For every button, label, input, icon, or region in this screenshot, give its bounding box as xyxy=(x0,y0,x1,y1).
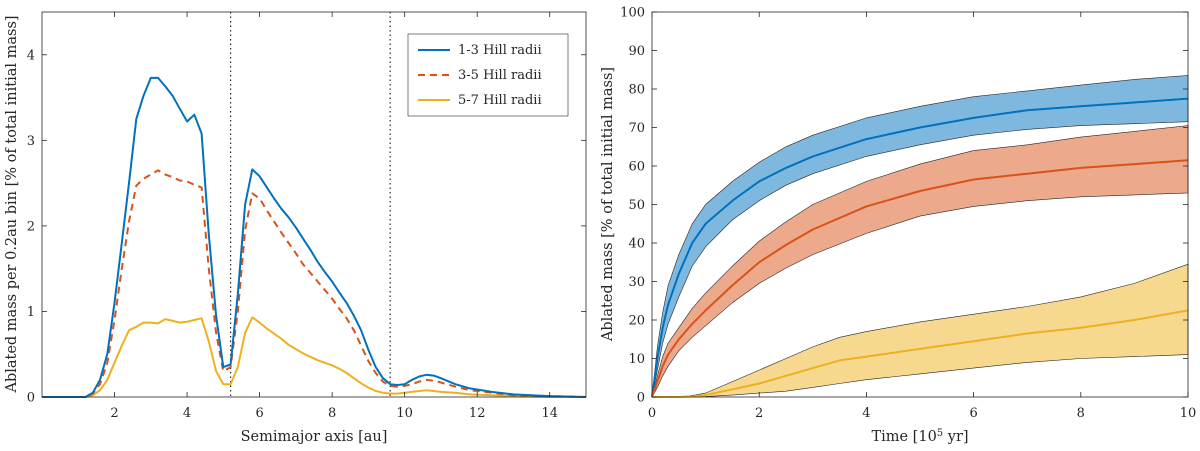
mean-line-1-3-hill-radii xyxy=(651,97,1189,398)
mean-line-5-7-hill-radii xyxy=(652,309,1189,398)
legend-label-3-5: 3-5 Hill radii xyxy=(458,68,542,83)
mean-line-3-5-hill-radii xyxy=(651,159,1189,398)
y-tick-label: 30 xyxy=(628,275,645,290)
y-tick-label: 0 xyxy=(27,391,35,406)
y-tick-label: 2 xyxy=(27,219,35,234)
right-chart: 0 2 4 6 8 10 0 10 20 30 40 50 60 70 80 90 100 Time [105… xyxy=(600,6,1196,446)
y-tick-label: 60 xyxy=(628,160,645,175)
legend-label-5-7: 5-7 Hill radii xyxy=(458,93,542,108)
left-y-axis-label: Ablated mass per 0.2au bin [% of total i… xyxy=(4,15,20,393)
left-x-axis-label: Semimajor axis [au] xyxy=(241,429,388,445)
x-tick-label: 8 xyxy=(1077,406,1085,421)
left-x-ticks: 2 4 6 8 10 12 14 xyxy=(110,12,558,421)
right-x-axis-label: Time [105 yr] xyxy=(871,428,968,446)
legend: 1-3 Hill radii 3-5 Hill radii 5-7 Hill r… xyxy=(407,33,569,117)
left-axes-box xyxy=(41,11,587,398)
right-y-axis-label: Ablated mass [% of total initial mass] xyxy=(600,67,616,342)
y-tick-label: 90 xyxy=(628,44,645,59)
legend-label-1-3: 1-3 Hill radii xyxy=(458,43,542,58)
y-tick-label: 100 xyxy=(620,6,645,21)
x-tick-label: 2 xyxy=(755,406,763,421)
y-tick-label: 40 xyxy=(628,237,645,252)
x-tick-label: 10 xyxy=(1180,406,1197,421)
right-y-ticks: 0 10 20 30 40 50 60 70 80 90 100 xyxy=(620,6,1188,406)
x-tick-label: 14 xyxy=(541,406,558,421)
x-tick-label: 0 xyxy=(648,406,656,421)
x-tick-label: 2 xyxy=(110,406,118,421)
x-tick-label: 6 xyxy=(969,406,977,421)
left-series-group xyxy=(42,76,587,398)
y-tick-label: 80 xyxy=(628,83,645,98)
right-mean-lines-group xyxy=(651,97,1189,398)
y-tick-label: 0 xyxy=(637,391,645,406)
x-tick-label: 10 xyxy=(396,406,413,421)
y-tick-label: 50 xyxy=(628,198,645,213)
series-line-1-3-hill-radii xyxy=(42,76,587,398)
series-line-5-7-hill-radii xyxy=(42,316,586,398)
x-tick-label: 8 xyxy=(328,406,336,421)
x-tick-label: 6 xyxy=(255,406,263,421)
x-tick-label: 12 xyxy=(469,406,486,421)
right-x-ticks: 0 2 4 6 8 10 xyxy=(648,12,1196,421)
series-line-3-5-hill-radii xyxy=(42,169,587,398)
x-tick-label: 4 xyxy=(183,406,191,421)
y-tick-label: 3 xyxy=(27,134,35,149)
y-tick-label: 70 xyxy=(628,121,645,136)
y-tick-label: 10 xyxy=(628,352,645,367)
y-tick-label: 20 xyxy=(628,314,645,329)
left-y-ticks: 0 1 2 3 4 xyxy=(27,48,586,406)
x-tick-label: 4 xyxy=(862,406,870,421)
reference-lines xyxy=(229,12,391,397)
y-tick-label: 1 xyxy=(27,305,35,320)
y-tick-label: 4 xyxy=(27,48,35,63)
